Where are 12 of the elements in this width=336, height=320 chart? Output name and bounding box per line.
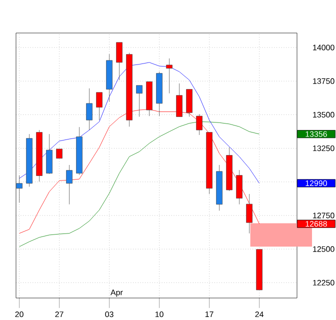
candlestick — [56, 148, 62, 159]
candlestick — [96, 92, 102, 120]
candlestick — [66, 164, 72, 205]
candlestick — [166, 58, 172, 94]
candlestick — [16, 175, 22, 203]
candlestick — [236, 170, 243, 205]
line-series — [19, 62, 260, 184]
candlestick — [116, 42, 122, 80]
candlestick — [196, 114, 203, 136]
candlestick — [136, 85, 142, 117]
candlestick — [86, 88, 92, 130]
candlestick — [46, 134, 52, 174]
